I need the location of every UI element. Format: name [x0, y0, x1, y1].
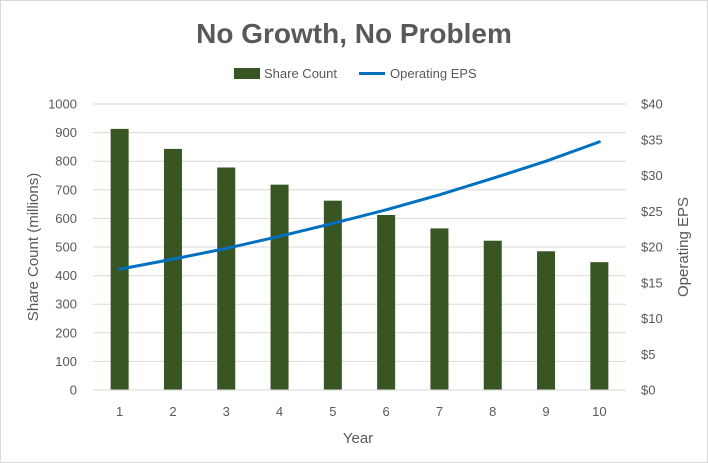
legend: Share Count Operating EPS: [234, 66, 477, 81]
bar-share-count: [377, 214, 396, 390]
x-tick-label: 6: [383, 404, 390, 419]
chart-title: No Growth, No Problem: [196, 18, 512, 49]
x-tick-label: 2: [169, 404, 176, 419]
y2-tick-label: $5: [641, 347, 655, 362]
legend-label-operating-eps: Operating EPS: [390, 66, 477, 81]
y2-tick-label: $30: [641, 168, 663, 183]
y-tick-label: 100: [55, 354, 77, 369]
y-tick-label: 700: [55, 182, 77, 197]
y2-tick-label: $20: [641, 240, 663, 255]
bar-share-count: [483, 240, 502, 390]
bar-share-count: [537, 251, 556, 390]
y-tick-label: 500: [55, 240, 77, 255]
axes: 0 100 200 300 400 500 600 700 800 900 1000 $0 $5 $10 $…: [48, 97, 663, 420]
x-tick-label: 1: [116, 404, 123, 419]
y2-tick-label: $15: [641, 275, 663, 290]
bar-share-count: [217, 167, 236, 390]
line-series-operating-eps: [118, 140, 601, 271]
bar-share-count: [110, 128, 129, 390]
bar-share-count: [163, 148, 182, 390]
legend-label-share-count: Share Count: [264, 66, 337, 81]
y-tick-label: 200: [55, 325, 77, 340]
x-tick-label: 4: [276, 404, 283, 419]
bar-share-count: [323, 200, 342, 390]
line-operating-eps: [118, 140, 601, 271]
x-tick-label: 8: [489, 404, 496, 419]
x-tick-label: 7: [436, 404, 443, 419]
y-tick-label: 900: [55, 125, 77, 140]
x-tick-label: 3: [223, 404, 230, 419]
x-tick-label: 10: [592, 404, 606, 419]
x-tick-label: 9: [542, 404, 549, 419]
y-tick-label: 400: [55, 268, 77, 283]
y-tick-label: 800: [55, 154, 77, 169]
y2-tick-label: $40: [641, 97, 663, 112]
legend-swatch-share-count: [234, 68, 260, 79]
y-tick-label: 1000: [48, 97, 77, 112]
y-tick-label: 600: [55, 211, 77, 226]
y-tick-label: 0: [70, 383, 77, 398]
bar-share-count: [590, 262, 609, 390]
y2-tick-label: $10: [641, 311, 663, 326]
bar-share-count: [270, 184, 289, 390]
bar-series-share-count: [110, 128, 609, 390]
y-tick-label: 300: [55, 297, 77, 312]
y2-tick-label: $35: [641, 132, 663, 147]
y2-tick-label: $25: [641, 204, 663, 219]
y2-tick-label: $0: [641, 383, 655, 398]
y-axis-title: Share Count (millions): [25, 173, 42, 321]
bar-share-count: [430, 228, 449, 390]
x-tick-label: 5: [329, 404, 336, 419]
y2-axis-title: Operating EPS: [675, 197, 692, 297]
x-axis-title: Year: [343, 430, 373, 447]
